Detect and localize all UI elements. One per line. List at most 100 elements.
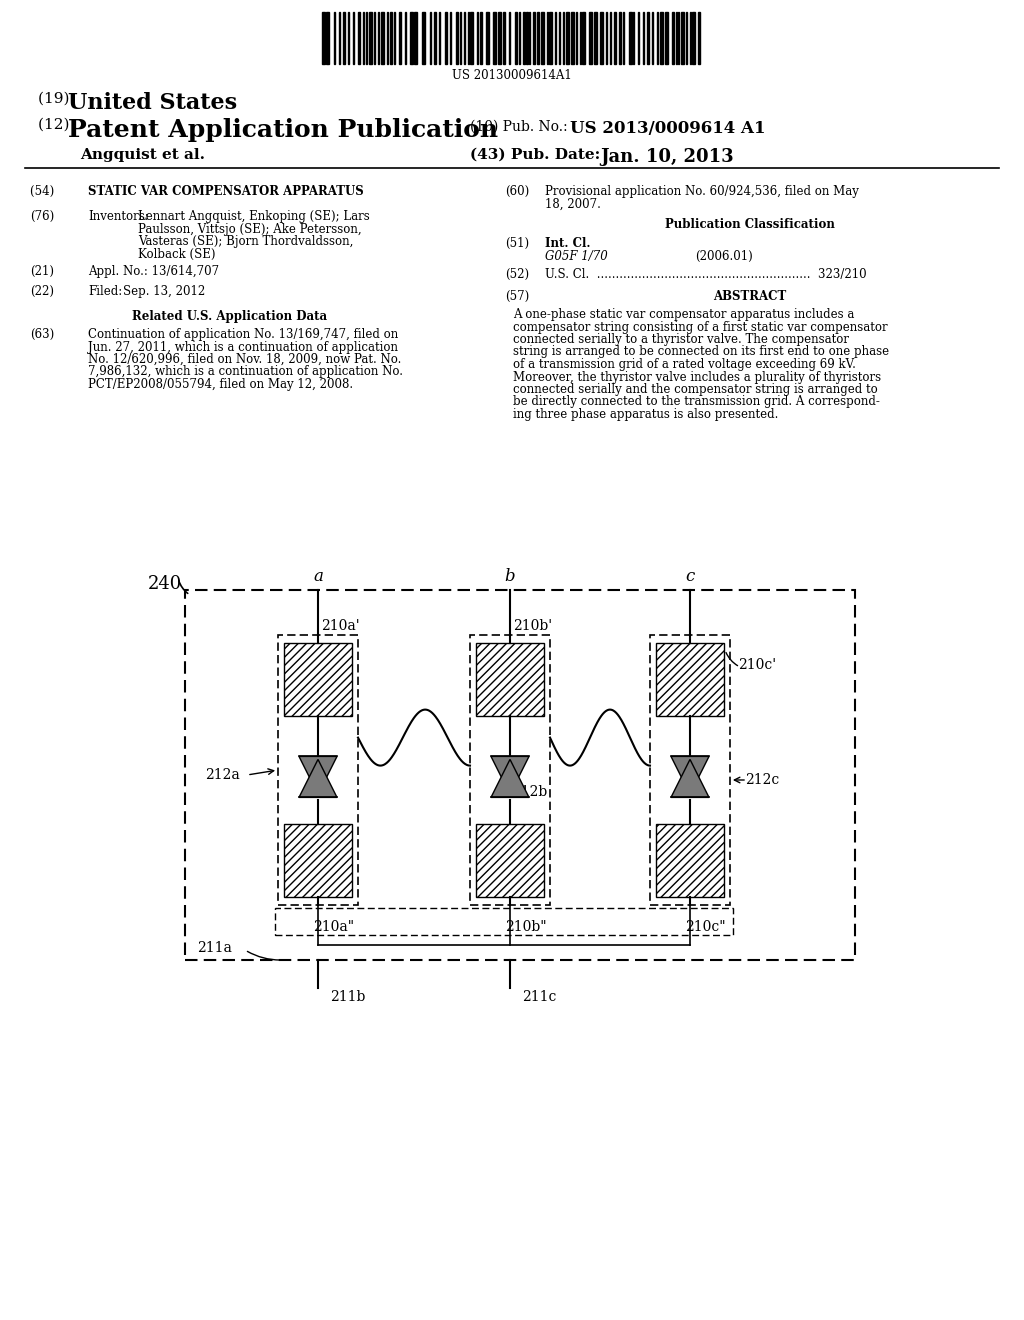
Text: (51): (51)	[505, 238, 529, 249]
Text: Int. Cl.: Int. Cl.	[545, 238, 591, 249]
Bar	[515, 12, 517, 63]
Bar	[614, 12, 616, 63]
Text: PCT/EP2008/055794, filed on May 12, 2008.: PCT/EP2008/055794, filed on May 12, 2008…	[88, 378, 353, 391]
Text: be directly connected to the transmission grid. A correspond-: be directly connected to the transmissio…	[513, 396, 880, 408]
Text: connected serially to a thyristor valve. The compensator: connected serially to a thyristor valve.…	[513, 333, 849, 346]
Bar	[185, 590, 855, 960]
Text: Moreover, the thyristor valve includes a plurality of thyristors: Moreover, the thyristor valve includes a…	[513, 371, 881, 384]
Text: Publication Classification: Publication Classification	[665, 218, 835, 231]
Text: US 2013/0009614 A1: US 2013/0009614 A1	[570, 120, 766, 137]
Bar	[582, 12, 585, 63]
Text: (22): (22)	[30, 285, 54, 298]
Text: Filed:: Filed:	[88, 285, 122, 298]
Bar	[589, 12, 592, 63]
Polygon shape	[299, 756, 337, 795]
Text: Appl. No.: 13/614,707: Appl. No.: 13/614,707	[88, 265, 219, 279]
Bar	[534, 12, 535, 63]
Text: 211c: 211c	[522, 990, 556, 1005]
Text: Lennart Angquist, Enkoping (SE); Lars: Lennart Angquist, Enkoping (SE); Lars	[138, 210, 370, 223]
Bar	[343, 12, 345, 63]
Text: connected serially and the compensator string is arranged to: connected serially and the compensator s…	[513, 383, 878, 396]
Text: (19): (19)	[38, 92, 75, 106]
Text: compensator string consisting of a first static var compensator: compensator string consisting of a first…	[513, 321, 888, 334]
Text: 211a: 211a	[197, 941, 231, 954]
Text: ing three phase apparatus is also presented.: ing three phase apparatus is also presen…	[513, 408, 778, 421]
Text: Jan. 10, 2013: Jan. 10, 2013	[600, 148, 733, 166]
Text: Kolback (SE): Kolback (SE)	[138, 248, 215, 260]
Bar	[476, 643, 544, 715]
Text: Provisional application No. 60/924,536, filed on May: Provisional application No. 60/924,536, …	[545, 185, 859, 198]
Text: (43) Pub. Date:: (43) Pub. Date:	[470, 148, 600, 162]
Bar	[698, 12, 700, 63]
Text: 7,986,132, which is a continuation of application No.: 7,986,132, which is a continuation of ap…	[88, 366, 403, 379]
Text: b: b	[505, 568, 515, 585]
Bar	[566, 12, 569, 63]
Text: a: a	[313, 568, 323, 585]
Text: Paulsson, Vittsjo (SE); Ake Petersson,: Paulsson, Vittsjo (SE); Ake Petersson,	[138, 223, 361, 235]
Bar	[665, 12, 668, 63]
Bar	[390, 12, 392, 63]
Polygon shape	[299, 759, 337, 797]
Bar	[600, 12, 603, 63]
Text: 210c": 210c"	[685, 920, 726, 935]
Bar	[541, 12, 544, 63]
Polygon shape	[671, 759, 709, 797]
Bar	[656, 824, 724, 898]
Text: (52): (52)	[505, 268, 529, 281]
Text: 212c: 212c	[745, 774, 779, 787]
Text: Continuation of application No. 13/169,747, filed on: Continuation of application No. 13/169,7…	[88, 327, 398, 341]
Polygon shape	[671, 756, 709, 795]
Text: (60): (60)	[505, 185, 529, 198]
Bar	[681, 12, 684, 63]
Text: Patent Application Publication: Patent Application Publication	[68, 117, 498, 143]
Bar	[369, 12, 372, 63]
Bar	[456, 12, 458, 63]
Bar	[480, 12, 482, 63]
Text: (63): (63)	[30, 327, 54, 341]
Text: (57): (57)	[505, 290, 529, 304]
Text: string is arranged to be connected on its first end to one phase: string is arranged to be connected on it…	[513, 346, 889, 359]
Bar	[537, 12, 539, 63]
Text: 211b: 211b	[330, 990, 366, 1005]
Text: 212b: 212b	[512, 784, 547, 799]
Text: U.S. Cl.  .........................................................  323/210: U.S. Cl. ...............................…	[545, 268, 866, 281]
Text: (54): (54)	[30, 185, 66, 198]
Bar	[381, 12, 384, 63]
Text: (12): (12)	[38, 117, 75, 132]
Bar	[284, 824, 352, 898]
Bar	[503, 12, 505, 63]
Bar	[275, 908, 733, 935]
Bar	[549, 12, 552, 63]
Bar	[399, 12, 401, 63]
Bar	[358, 12, 360, 63]
Bar	[660, 12, 663, 63]
Text: of a transmission grid of a rated voltage exceeding 69 kV.: of a transmission grid of a rated voltag…	[513, 358, 856, 371]
Bar	[647, 12, 649, 63]
Text: 212a: 212a	[205, 768, 240, 781]
Text: Sep. 13, 2012: Sep. 13, 2012	[123, 285, 205, 298]
Bar	[498, 12, 501, 63]
Text: c: c	[685, 568, 694, 585]
Bar	[656, 643, 724, 715]
Bar	[476, 824, 544, 898]
Bar	[445, 12, 447, 63]
Bar	[493, 12, 496, 63]
Text: No. 12/620,996, filed on Nov. 18, 2009, now Pat. No.: No. 12/620,996, filed on Nov. 18, 2009, …	[88, 352, 401, 366]
Bar	[692, 12, 695, 63]
Bar	[422, 12, 425, 63]
Bar	[414, 12, 417, 63]
Text: 210c': 210c'	[738, 657, 776, 672]
Text: A one-phase static var compensator apparatus includes a: A one-phase static var compensator appar…	[513, 308, 854, 321]
Bar	[650, 635, 730, 906]
Bar	[594, 12, 597, 63]
Text: (2006.01): (2006.01)	[695, 249, 753, 263]
Bar	[470, 635, 550, 906]
Text: Jun. 27, 2011, which is a continuation of application: Jun. 27, 2011, which is a continuation o…	[88, 341, 398, 354]
Text: 210a": 210a"	[313, 920, 354, 935]
Text: 240: 240	[148, 576, 182, 593]
Text: 210b': 210b'	[513, 619, 552, 634]
Text: Angquist et al.: Angquist et al.	[80, 148, 205, 162]
Bar	[470, 12, 473, 63]
Bar	[410, 12, 413, 63]
Text: 210b": 210b"	[505, 920, 547, 935]
